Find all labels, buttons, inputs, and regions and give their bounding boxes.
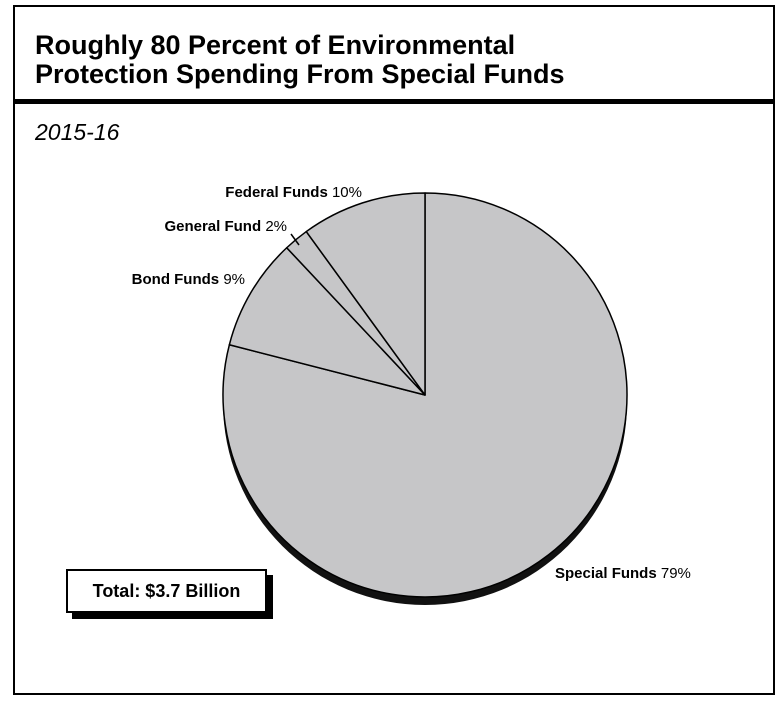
slice-label-federal-funds: Federal Funds 10% xyxy=(225,184,362,201)
pie-slice-bond-funds xyxy=(228,247,426,396)
slice-label-bond-funds: Bond Funds 9% xyxy=(132,271,245,288)
slice-label-general-fund: General Fund 2% xyxy=(164,218,287,235)
leader-line-general-fund xyxy=(290,233,300,246)
pie-slice-federal-funds xyxy=(305,192,426,396)
chart-title-line-2: Protection Spending From Special Funds xyxy=(35,59,565,89)
chart-title-line-1: Roughly 80 Percent of Environmental xyxy=(35,30,516,60)
chart-title: Roughly 80 Percent of Environmental Prot… xyxy=(35,31,565,89)
slice-label-special-funds: Special Funds 79% xyxy=(555,565,691,582)
title-divider xyxy=(15,99,773,104)
chart-subtitle: 2015-16 xyxy=(35,119,120,145)
total-box: Total: $3.7 Billion xyxy=(66,569,267,613)
